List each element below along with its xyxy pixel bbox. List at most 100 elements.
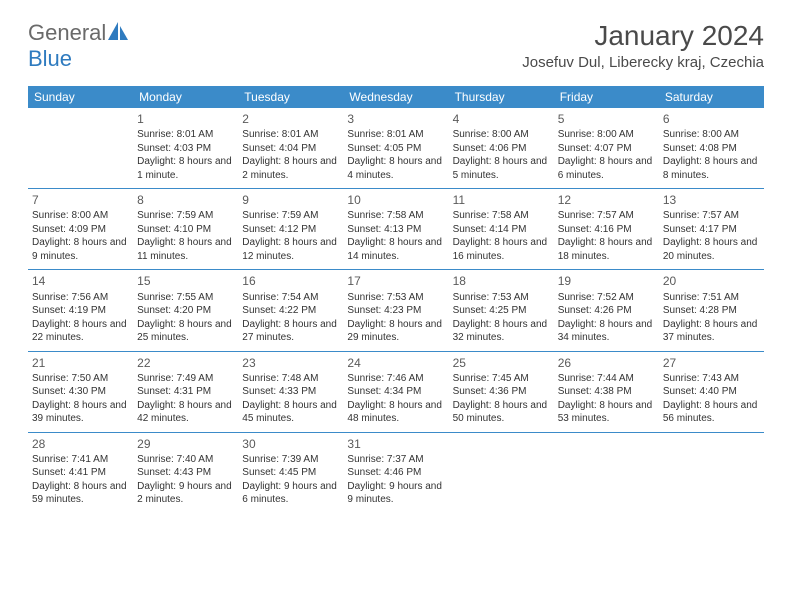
calendar-day-cell: 5Sunrise: 8:00 AMSunset: 4:07 PMDaylight…: [554, 108, 659, 189]
sunset-line: Sunset: 4:20 PM: [137, 304, 234, 318]
sunset-line: Sunset: 4:25 PM: [453, 304, 550, 318]
calendar-day-cell: 28Sunrise: 7:41 AMSunset: 4:41 PMDayligh…: [28, 432, 133, 513]
daylight-line: Daylight: 9 hours and 2 minutes.: [137, 480, 234, 507]
sunset-line: Sunset: 4:07 PM: [558, 142, 655, 156]
weekday-header: Saturday: [659, 86, 764, 108]
sunrise-line: Sunrise: 7:58 AM: [347, 209, 444, 223]
sunset-line: Sunset: 4:41 PM: [32, 466, 129, 480]
daylight-line: Daylight: 8 hours and 34 minutes.: [558, 318, 655, 345]
month-title: January 2024: [522, 20, 764, 52]
sunrise-line: Sunrise: 7:52 AM: [558, 291, 655, 305]
day-number: 6: [663, 111, 760, 127]
day-number: 11: [453, 192, 550, 208]
calendar-day-cell: 22Sunrise: 7:49 AMSunset: 4:31 PMDayligh…: [133, 351, 238, 432]
sunset-line: Sunset: 4:23 PM: [347, 304, 444, 318]
calendar-week-row: 28Sunrise: 7:41 AMSunset: 4:41 PMDayligh…: [28, 432, 764, 513]
calendar-day-cell: 16Sunrise: 7:54 AMSunset: 4:22 PMDayligh…: [238, 270, 343, 351]
day-number: 9: [242, 192, 339, 208]
logo-text-blue: Blue: [28, 46, 72, 71]
sunrise-line: Sunrise: 7:58 AM: [453, 209, 550, 223]
sunset-line: Sunset: 4:09 PM: [32, 223, 129, 237]
calendar-empty-cell: [28, 108, 133, 189]
day-number: 10: [347, 192, 444, 208]
calendar-week-row: 14Sunrise: 7:56 AMSunset: 4:19 PMDayligh…: [28, 270, 764, 351]
calendar-day-cell: 14Sunrise: 7:56 AMSunset: 4:19 PMDayligh…: [28, 270, 133, 351]
daylight-line: Daylight: 8 hours and 12 minutes.: [242, 236, 339, 263]
sunrise-line: Sunrise: 8:01 AM: [137, 128, 234, 142]
sunrise-line: Sunrise: 7:40 AM: [137, 453, 234, 467]
calendar-day-cell: 24Sunrise: 7:46 AMSunset: 4:34 PMDayligh…: [343, 351, 448, 432]
sunset-line: Sunset: 4:10 PM: [137, 223, 234, 237]
daylight-line: Daylight: 8 hours and 4 minutes.: [347, 155, 444, 182]
day-number: 23: [242, 355, 339, 371]
calendar-week-row: 1Sunrise: 8:01 AMSunset: 4:03 PMDaylight…: [28, 108, 764, 189]
sunrise-line: Sunrise: 8:00 AM: [663, 128, 760, 142]
sunrise-line: Sunrise: 7:59 AM: [242, 209, 339, 223]
sunset-line: Sunset: 4:14 PM: [453, 223, 550, 237]
daylight-line: Daylight: 8 hours and 32 minutes.: [453, 318, 550, 345]
calendar-day-cell: 18Sunrise: 7:53 AMSunset: 4:25 PMDayligh…: [449, 270, 554, 351]
sunrise-line: Sunrise: 7:51 AM: [663, 291, 760, 305]
calendar-day-cell: 13Sunrise: 7:57 AMSunset: 4:17 PMDayligh…: [659, 189, 764, 270]
sunset-line: Sunset: 4:40 PM: [663, 385, 760, 399]
calendar-day-cell: 27Sunrise: 7:43 AMSunset: 4:40 PMDayligh…: [659, 351, 764, 432]
sunset-line: Sunset: 4:13 PM: [347, 223, 444, 237]
logo-sail-icon: [108, 22, 130, 40]
daylight-line: Daylight: 8 hours and 42 minutes.: [137, 399, 234, 426]
calendar-day-cell: 4Sunrise: 8:00 AMSunset: 4:06 PMDaylight…: [449, 108, 554, 189]
sunset-line: Sunset: 4:12 PM: [242, 223, 339, 237]
day-number: 12: [558, 192, 655, 208]
sunset-line: Sunset: 4:30 PM: [32, 385, 129, 399]
daylight-line: Daylight: 8 hours and 53 minutes.: [558, 399, 655, 426]
sunset-line: Sunset: 4:31 PM: [137, 385, 234, 399]
day-number: 20: [663, 273, 760, 289]
day-number: 2: [242, 111, 339, 127]
sunrise-line: Sunrise: 7:55 AM: [137, 291, 234, 305]
sunrise-line: Sunrise: 7:57 AM: [558, 209, 655, 223]
sunrise-line: Sunrise: 7:53 AM: [453, 291, 550, 305]
day-number: 14: [32, 273, 129, 289]
daylight-line: Daylight: 8 hours and 25 minutes.: [137, 318, 234, 345]
sunrise-line: Sunrise: 7:48 AM: [242, 372, 339, 386]
logo-text-gray: General: [28, 20, 106, 45]
sunset-line: Sunset: 4:26 PM: [558, 304, 655, 318]
sunrise-line: Sunrise: 8:00 AM: [32, 209, 129, 223]
sunrise-line: Sunrise: 7:50 AM: [32, 372, 129, 386]
weekday-header-row: SundayMondayTuesdayWednesdayThursdayFrid…: [28, 86, 764, 108]
weekday-header: Friday: [554, 86, 659, 108]
calendar-day-cell: 30Sunrise: 7:39 AMSunset: 4:45 PMDayligh…: [238, 432, 343, 513]
day-number: 26: [558, 355, 655, 371]
daylight-line: Daylight: 8 hours and 22 minutes.: [32, 318, 129, 345]
calendar-day-cell: 31Sunrise: 7:37 AMSunset: 4:46 PMDayligh…: [343, 432, 448, 513]
daylight-line: Daylight: 8 hours and 29 minutes.: [347, 318, 444, 345]
daylight-line: Daylight: 8 hours and 8 minutes.: [663, 155, 760, 182]
sunrise-line: Sunrise: 7:43 AM: [663, 372, 760, 386]
calendar-day-cell: 26Sunrise: 7:44 AMSunset: 4:38 PMDayligh…: [554, 351, 659, 432]
day-number: 17: [347, 273, 444, 289]
day-number: 16: [242, 273, 339, 289]
day-number: 30: [242, 436, 339, 452]
calendar-day-cell: 10Sunrise: 7:58 AMSunset: 4:13 PMDayligh…: [343, 189, 448, 270]
daylight-line: Daylight: 8 hours and 45 minutes.: [242, 399, 339, 426]
daylight-line: Daylight: 8 hours and 18 minutes.: [558, 236, 655, 263]
calendar-day-cell: 17Sunrise: 7:53 AMSunset: 4:23 PMDayligh…: [343, 270, 448, 351]
day-number: 15: [137, 273, 234, 289]
day-number: 27: [663, 355, 760, 371]
sunset-line: Sunset: 4:17 PM: [663, 223, 760, 237]
sunrise-line: Sunrise: 7:44 AM: [558, 372, 655, 386]
calendar-day-cell: 12Sunrise: 7:57 AMSunset: 4:16 PMDayligh…: [554, 189, 659, 270]
daylight-line: Daylight: 8 hours and 59 minutes.: [32, 480, 129, 507]
sunrise-line: Sunrise: 7:45 AM: [453, 372, 550, 386]
day-number: 1: [137, 111, 234, 127]
sunrise-line: Sunrise: 7:54 AM: [242, 291, 339, 305]
weekday-header: Monday: [133, 86, 238, 108]
day-number: 7: [32, 192, 129, 208]
sunrise-line: Sunrise: 8:01 AM: [347, 128, 444, 142]
calendar-day-cell: 11Sunrise: 7:58 AMSunset: 4:14 PMDayligh…: [449, 189, 554, 270]
sunset-line: Sunset: 4:03 PM: [137, 142, 234, 156]
day-number: 24: [347, 355, 444, 371]
calendar-day-cell: 9Sunrise: 7:59 AMSunset: 4:12 PMDaylight…: [238, 189, 343, 270]
day-number: 5: [558, 111, 655, 127]
sunrise-line: Sunrise: 8:00 AM: [453, 128, 550, 142]
weekday-header: Tuesday: [238, 86, 343, 108]
